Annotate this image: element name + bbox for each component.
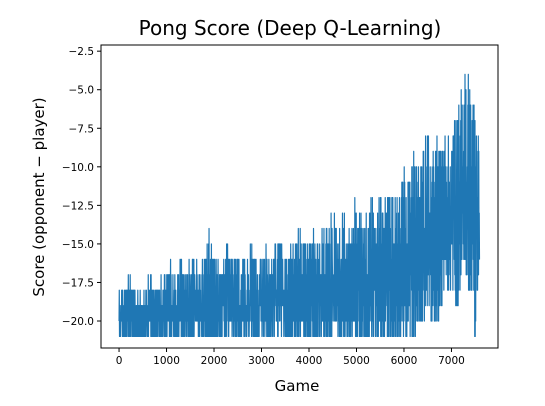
- x-tick-label: 2000: [201, 355, 228, 367]
- plot-area: [118, 73, 481, 338]
- x-tick-label: 4000: [296, 355, 323, 367]
- y-tick-label: −10.0: [62, 162, 94, 174]
- x-tick-label: 3000: [248, 355, 275, 367]
- y-tick-label: −5.0: [69, 85, 95, 97]
- x-tick-label: 1000: [153, 355, 180, 367]
- x-tick-label: 0: [116, 355, 123, 367]
- x-tick-label: 6000: [391, 355, 418, 367]
- x-tick-label: 7000: [438, 355, 465, 367]
- x-axis-label: Game: [275, 377, 320, 395]
- y-tick-label: −12.5: [62, 200, 94, 212]
- score-series-line: [118, 73, 481, 338]
- y-tick-label: −20.0: [62, 316, 94, 328]
- y-axis: −20.0 −17.5 −15.0 −12.5 −10.0 −7.5 −5.0 −2.5: [62, 46, 101, 328]
- plot-frame: [100, 44, 499, 349]
- y-tick-label: −15.0: [62, 239, 94, 251]
- x-tick-label: 5000: [343, 355, 370, 367]
- y-tick-label: −2.5: [69, 46, 95, 58]
- x-axis: 0 1000 2000 3000 4000 5000 6000 7000: [116, 348, 465, 367]
- y-axis-label: Score (opponent − player): [30, 97, 48, 296]
- y-tick-label: −17.5: [62, 277, 94, 289]
- chart-title: Pong Score (Deep Q-Learning): [139, 16, 442, 40]
- y-tick-label: −7.5: [69, 123, 95, 135]
